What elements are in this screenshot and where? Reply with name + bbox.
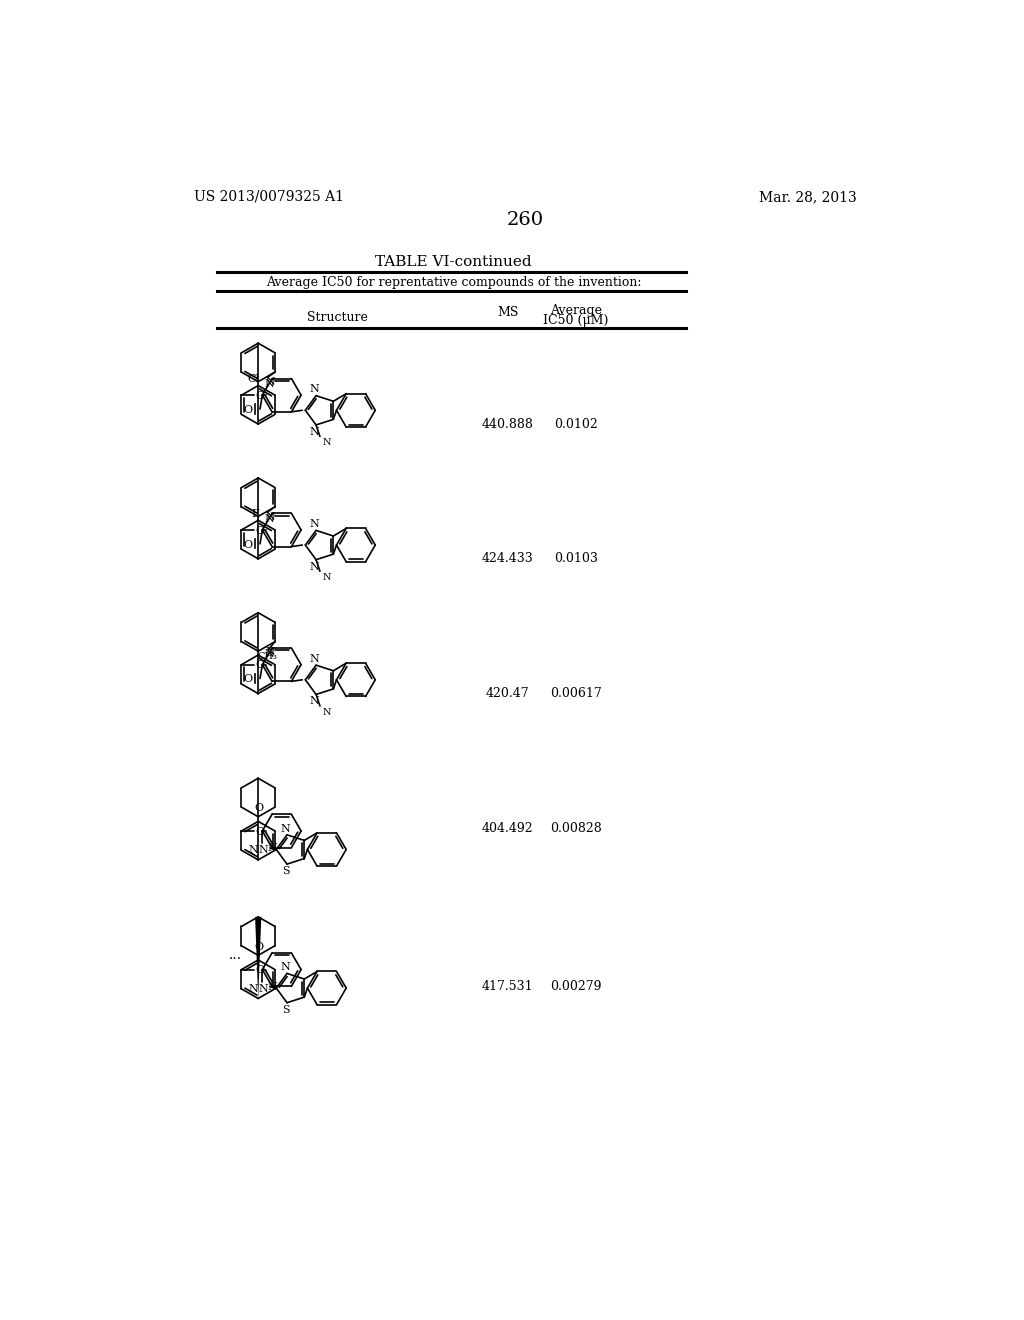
Text: O: O [255,660,264,671]
Text: US 2013/0079325 A1: US 2013/0079325 A1 [194,190,344,203]
Text: 0.00617: 0.00617 [550,686,602,700]
Text: N: N [309,697,319,706]
Text: N: N [323,573,331,582]
Text: MS: MS [497,306,518,319]
Text: N: N [249,845,258,855]
Text: 0.0102: 0.0102 [554,417,598,430]
Text: N: N [264,513,274,524]
Text: CH₃: CH₃ [257,652,278,661]
Text: N: N [309,519,319,529]
Text: Cl: Cl [248,374,259,384]
Text: N: N [266,647,275,657]
Text: S: S [282,1005,289,1015]
Text: 260: 260 [506,211,544,228]
Text: Structure: Structure [307,312,368,325]
Text: O: O [254,942,263,952]
Text: O: O [255,391,264,401]
Text: S: S [282,866,289,876]
Text: N: N [309,653,319,664]
Text: N: N [309,384,319,395]
Text: Average IC50 for reprentative compounds of the invention:: Average IC50 for reprentative compounds … [266,276,641,289]
Text: N: N [309,561,319,572]
Text: O: O [254,804,263,813]
Text: N: N [266,512,275,523]
Text: N: N [266,378,275,388]
Text: O: O [243,675,252,684]
Text: N: N [323,708,331,717]
Text: O: O [243,405,252,414]
Text: N: N [249,983,258,994]
Text: N: N [258,845,268,855]
Text: F: F [252,508,259,519]
Text: N: N [323,438,331,447]
Text: O: O [243,540,252,549]
Text: 0.00828: 0.00828 [550,822,602,834]
Text: IC50 (μM): IC50 (μM) [544,314,608,326]
Text: N: N [281,962,291,973]
Text: N: N [267,982,276,991]
Text: 0.0103: 0.0103 [554,552,598,565]
Text: 420.47: 420.47 [486,686,529,700]
Text: 404.492: 404.492 [482,822,534,834]
Text: 424.433: 424.433 [482,552,534,565]
Text: N: N [309,426,319,437]
Text: 417.531: 417.531 [482,979,534,993]
Text: N: N [258,983,268,994]
Text: O: O [255,525,264,536]
Text: N: N [267,843,276,853]
Text: Mar. 28, 2013: Mar. 28, 2013 [759,190,856,203]
Text: N: N [264,379,274,389]
Text: TABLE VI-continued: TABLE VI-continued [375,255,531,269]
Text: N: N [281,824,291,834]
Text: Average: Average [550,304,602,317]
Text: 0.00279: 0.00279 [550,979,602,993]
Text: 440.888: 440.888 [482,417,534,430]
Text: N: N [264,648,274,659]
Text: O: O [255,965,264,975]
Polygon shape [255,917,261,998]
Text: O: O [255,826,264,837]
Text: ···: ··· [228,952,242,966]
